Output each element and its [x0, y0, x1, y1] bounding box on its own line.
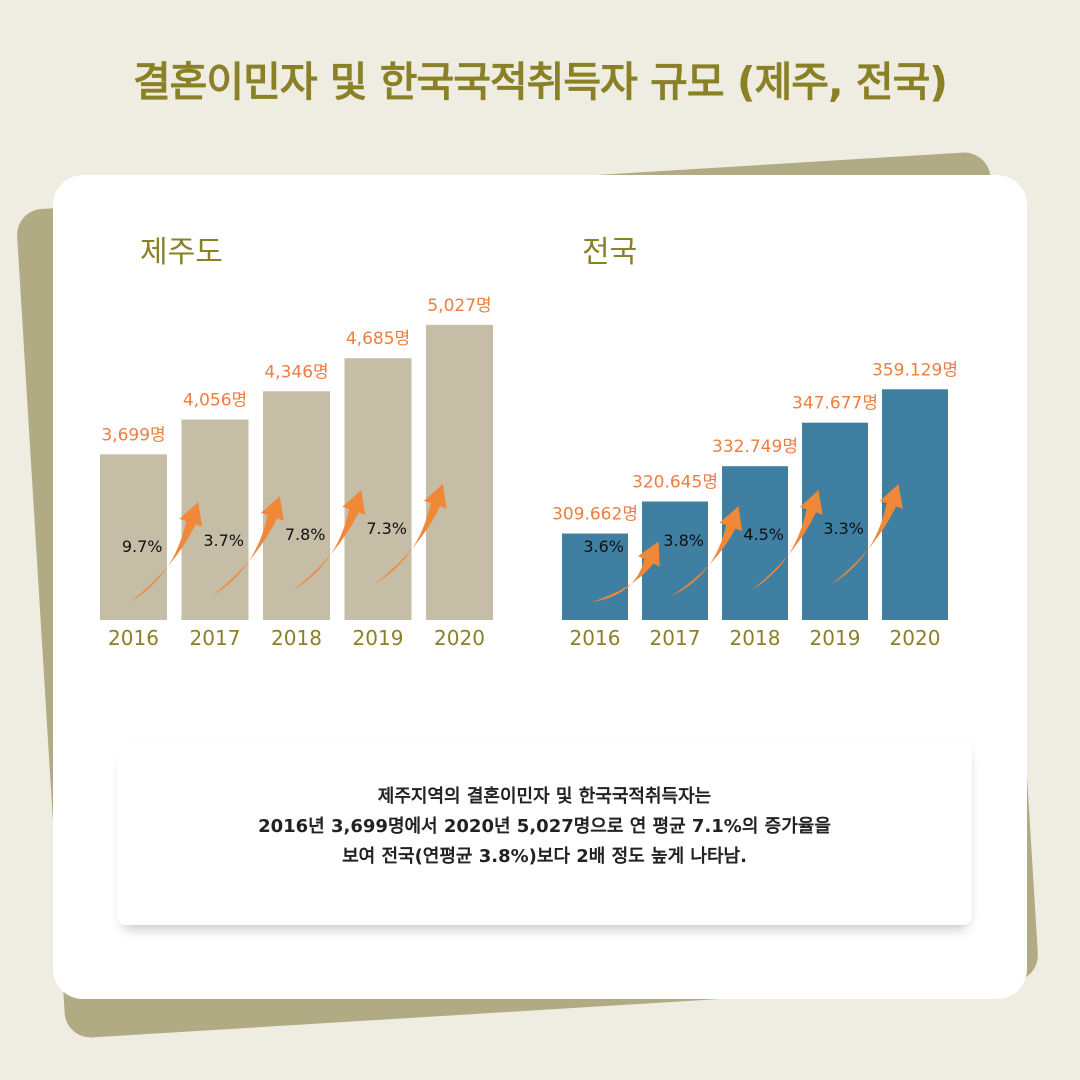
year-label-jeju-2018: 2018	[271, 626, 322, 650]
growth-arrow-national-1	[591, 541, 660, 602]
growth-label-national-4: 3.3%	[823, 519, 864, 538]
value-label-jeju-2016: 3,699명	[101, 425, 165, 445]
growth-arrow-jeju-4	[374, 484, 447, 584]
value-label-jeju-2019: 4,685명	[346, 329, 410, 349]
bar-jeju-2020	[426, 324, 493, 620]
bar-jeju-2019	[344, 358, 412, 620]
value-label-national-2018: 332.749명	[712, 437, 798, 457]
value-label-jeju-2020: 5,027명	[427, 296, 491, 316]
growth-label-jeju-2: 3.7%	[203, 531, 244, 550]
value-label-national-2017: 320.645명	[632, 472, 718, 492]
year-label-jeju-2017: 2017	[190, 626, 241, 650]
growth-arrow-jeju-3	[293, 490, 366, 590]
bar-national-2019	[802, 422, 868, 620]
summary-line-1: 제주지역의 결혼이민자 및 한국국적취득자는	[377, 786, 712, 807]
summary-box: 제주지역의 결혼이민자 및 한국국적취득자는 2016년 3,699명에서 20…	[117, 742, 972, 925]
growth-label-jeju-4: 7.3%	[366, 519, 407, 538]
growth-label-national-1: 3.6%	[583, 537, 624, 556]
growth-label-jeju-3: 7.8%	[285, 525, 326, 544]
page-title: 결혼이민자 및 한국국적취득자 규모 (제주, 전국)	[132, 58, 948, 106]
growth-arrow-national-3	[751, 490, 823, 590]
summary-line-2: 2016년 3,699명에서 2020년 5,027명으로 연 평균 7.1%의…	[258, 816, 831, 837]
chart-title-jeju: 제주도	[140, 235, 223, 270]
growth-arrow-national-2	[671, 506, 743, 596]
value-label-jeju-2018: 4,346명	[264, 362, 328, 382]
summary-line-3: 보여 전국(연평균 3.8%)보다 2배 정도 높게 나타남.	[342, 846, 747, 867]
value-label-national-2019: 347.677명	[792, 394, 878, 414]
bar-national-2018	[722, 466, 788, 620]
year-label-national-2018: 2018	[730, 626, 781, 650]
year-label-jeju-2019: 2019	[353, 626, 404, 650]
year-label-national-2016: 2016	[570, 626, 621, 650]
growth-label-jeju-1: 9.7%	[122, 537, 163, 556]
growth-arrow-national-4	[831, 484, 903, 584]
year-label-national-2020: 2020	[890, 626, 941, 650]
growth-label-national-2: 3.8%	[663, 531, 704, 550]
year-label-jeju-2016: 2016	[108, 626, 159, 650]
growth-arrow-jeju-2	[211, 496, 284, 596]
bar-jeju-2016	[100, 454, 167, 620]
growth-arrow-jeju-1	[130, 502, 203, 602]
chart-title-national: 전국	[582, 235, 637, 270]
year-label-jeju-2020: 2020	[434, 626, 485, 650]
growth-label-national-3: 4.5%	[743, 525, 784, 544]
value-label-national-2020: 359.129명	[872, 360, 958, 380]
year-label-national-2019: 2019	[810, 626, 861, 650]
bar-national-2016	[562, 533, 628, 620]
value-label-national-2016: 309.662명	[552, 505, 638, 525]
year-label-national-2017: 2017	[650, 626, 701, 650]
value-label-jeju-2017: 4,056명	[183, 391, 247, 411]
